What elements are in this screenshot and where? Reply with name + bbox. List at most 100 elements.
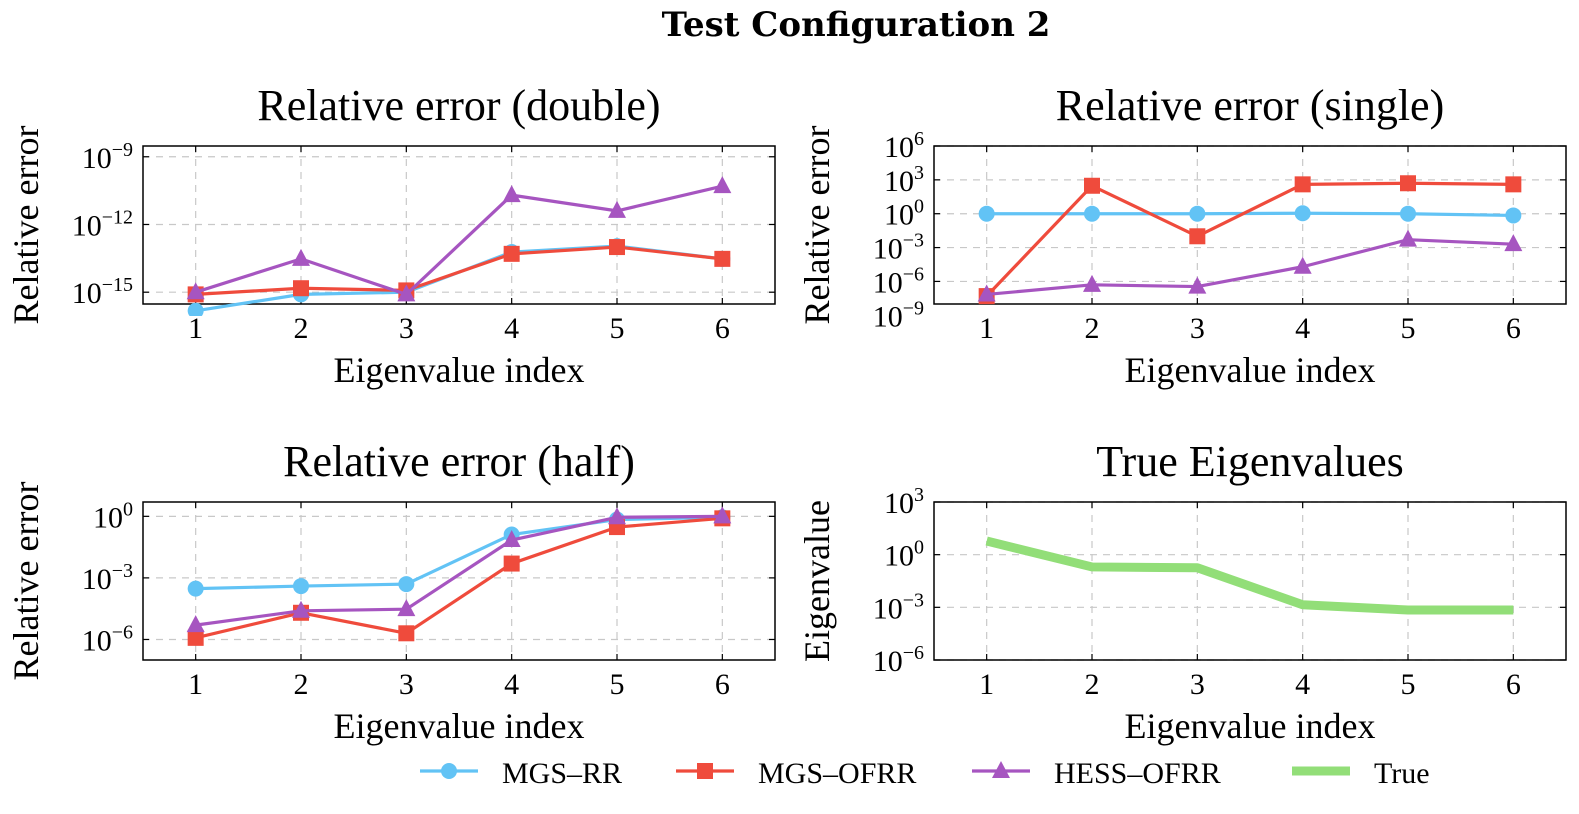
data-point (1399, 229, 1417, 247)
legend-marker (441, 763, 457, 779)
data-point (977, 284, 996, 302)
series-line (195, 515, 723, 591)
y-tick-label: 103 (884, 484, 924, 520)
y-tick-label: 10−3 (873, 230, 924, 266)
x-tick-label: 6 (715, 668, 730, 701)
x-tick-label: 1 (979, 312, 994, 345)
plot-frame (933, 501, 1567, 661)
y-tick-label: 103 (884, 162, 924, 198)
y-tick-label: 10−6 (82, 621, 133, 657)
data-point (1294, 176, 1311, 193)
x-tick-label: 5 (1401, 668, 1416, 701)
series-hess-ofrr (977, 229, 1523, 302)
series-mgs-ofrr (978, 175, 1522, 305)
data-point (714, 250, 731, 267)
x-tick-label: 5 (1401, 312, 1416, 345)
legend: MGS–RR MGS–OFRR HESS–OFRR True (420, 757, 1430, 790)
data-point (713, 506, 732, 524)
x-axis-label: Eigenvalue index (1125, 350, 1376, 390)
data-point (1504, 234, 1523, 252)
x-tick-label: 2 (1085, 668, 1100, 701)
data-point (1084, 205, 1100, 222)
data-point (397, 599, 416, 617)
y-tick-label: 10−6 (873, 642, 924, 678)
y-tick-label: 106 (884, 128, 924, 164)
panel-title: True Eigenvalues (1096, 437, 1404, 486)
x-tick-label: 3 (1190, 668, 1205, 701)
data-point (1505, 207, 1522, 224)
x-axis-label: Eigenvalue index (334, 350, 585, 390)
series-mgs-rr (978, 205, 1522, 224)
data-point (293, 578, 309, 595)
data-point (187, 302, 204, 316)
panel-relative-error-double: Relative error (double) 1 2 3 4 5 6 10−9 10−12 10… (6, 81, 776, 390)
data-point (503, 245, 520, 262)
data-point (503, 555, 520, 572)
series-line (195, 244, 723, 313)
y-axis-label: Relative error (6, 482, 46, 681)
data-point (1294, 205, 1311, 222)
data-point (502, 185, 521, 203)
data-point (292, 600, 310, 618)
x-tick-label: 2 (1085, 312, 1100, 345)
x-tick-label: 4 (504, 312, 519, 345)
data-point (186, 282, 205, 300)
y-tick-label: 10−12 (72, 206, 133, 242)
panel-title: Relative error (half) (283, 437, 635, 486)
data-point (1084, 177, 1100, 194)
legend-item-true: True (1292, 757, 1430, 790)
panel-title: Relative error (double) (257, 81, 660, 130)
legend-marker (992, 761, 1010, 778)
data-point (713, 176, 732, 194)
data-point (187, 629, 204, 646)
data-point (1293, 256, 1312, 274)
data-point (292, 248, 310, 266)
data-point (608, 507, 626, 525)
data-point (1188, 276, 1207, 294)
figure-title: Test Configuration 2 (662, 5, 1051, 45)
x-tick-label: 3 (1190, 312, 1205, 345)
y-axis-label: Eigenvalue (797, 500, 837, 662)
x-tick-label: 5 (610, 668, 625, 701)
series-mgs-rr (187, 509, 731, 597)
data-point (186, 615, 205, 633)
data-point (1189, 228, 1206, 245)
x-axis-label: Eigenvalue index (334, 706, 585, 746)
y-tick-label: 100 (93, 498, 133, 534)
panel-relative-error-single: Relative error (single)1 2 3 4 5 610610310010… (797, 81, 1567, 390)
legend-label: MGS–OFRR (758, 757, 916, 790)
x-tick-label: 2 (294, 312, 309, 345)
y-axis-label: Relative error (797, 126, 837, 325)
y-tick-label: 10−6 (873, 263, 924, 299)
x-tick-label: 1 (188, 312, 203, 345)
series-true (985, 536, 1514, 615)
y-tick-label: 100 (884, 196, 924, 232)
series-line (985, 181, 1514, 298)
y-tick-label: 10−9 (82, 139, 133, 175)
panel-true-eigenvalues: True Eigenvalues 1 2 3 4 5 6 103 100 10−3 10−6 Eige… (797, 437, 1567, 746)
x-tick-label: 2 (294, 668, 309, 701)
series-line (195, 514, 723, 627)
data-point (293, 280, 309, 297)
y-tick-label: 10−15 (72, 274, 133, 310)
legend-label: HESS–OFRR (1054, 757, 1221, 790)
y-axis-label: Relative error (6, 126, 46, 325)
data-point (608, 200, 626, 218)
plot-frame (142, 501, 776, 661)
x-tick-label: 3 (399, 668, 414, 701)
data-point (398, 576, 415, 593)
series-hess-ofrr (186, 176, 732, 302)
data-point (398, 625, 415, 642)
data-point (1400, 175, 1416, 192)
x-tick-label: 6 (1506, 668, 1521, 701)
y-tick-label: 100 (884, 537, 924, 573)
data-point (397, 284, 416, 302)
x-tick-label: 3 (399, 312, 414, 345)
y-tick-label: 10−3 (873, 589, 924, 625)
x-axis-label: Eigenvalue index (1125, 706, 1376, 746)
series-hess-ofrr (186, 506, 732, 633)
plot-frame (933, 145, 1567, 305)
data-point (1400, 205, 1416, 222)
data-point (1083, 274, 1101, 292)
